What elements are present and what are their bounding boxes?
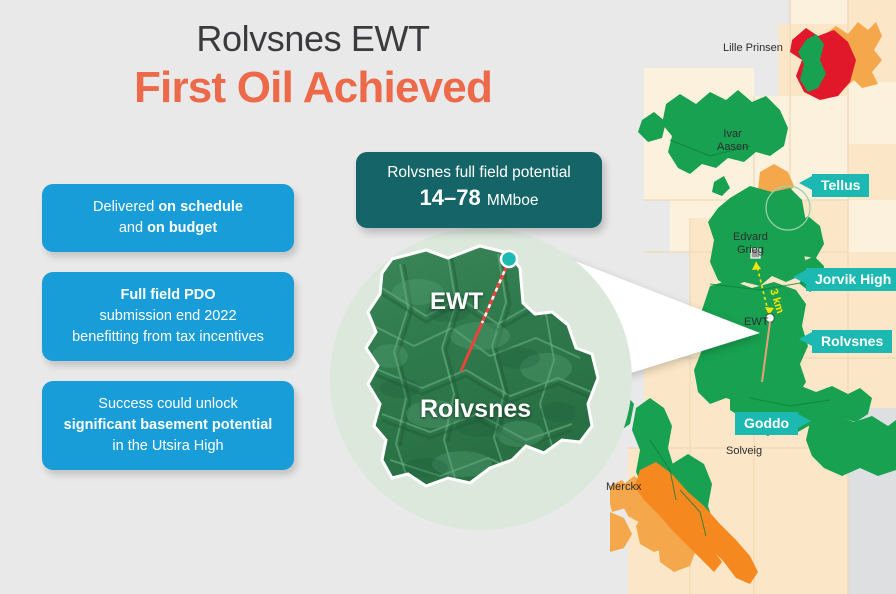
page-title-secondary: First Oil Achieved [133,63,493,112]
tag-arrow-icon [793,270,806,284]
field-lille-prinsen [790,22,882,100]
highlight-line: in the Utsira High [112,438,224,454]
jorvik-outline [765,185,811,231]
terrain-body [366,246,598,486]
map-tag-label: Jorvik High [815,271,892,287]
banner-title: Rolvsnes full field potential [387,164,571,181]
banner-number: 14–78 [419,185,481,210]
page-header: Rolvsnes EWT First Oil Achieved [0,16,620,114]
map-tag-label: Tellus [821,177,861,193]
well-path-dashes [480,262,510,324]
banner-unit: MMboe [486,192,539,209]
highlight-line: and on budget [118,220,218,236]
field-edvard-grieg [694,186,824,404]
inset-terrain [364,244,600,488]
highlight-line: Success could unlock [98,396,238,412]
well-head-marker [499,249,519,269]
ewt-well-map [761,312,776,383]
highlight-line: Delivered on schedule [93,199,243,215]
platform-marker [750,248,761,259]
tag-arrow-icon [798,414,812,428]
rolvsnes-inset-map: EWT Rolvsnes [330,228,632,530]
map-tag-goddo[interactable]: Goddo [735,412,812,435]
terrain-outline [364,244,600,488]
highlight-box-basement: Success could unlock significant basemen… [42,381,294,470]
banner-value: 14–78 MMboe [366,184,592,215]
map-tag-tellus[interactable]: Tellus [799,174,870,197]
distance-measure [750,248,774,316]
highlight-line: Full field PDO [120,287,216,303]
map-tag-label: Rolvsnes [821,333,884,349]
map-tag-label: Goddo [744,415,790,431]
tag-arrow-icon [799,176,812,190]
field-merckx [610,462,758,584]
highlight-box-pdo: Full field PDO submission end 2022 benef… [42,272,294,361]
full-field-potential-banner: Rolvsnes full field potential 14–78 MMbo… [356,152,602,228]
page-title-primary: Rolvsnes EWT [196,18,430,59]
field-ivar-aasen [638,90,788,196]
tag-arrow-icon [799,332,812,346]
map-tag-rolvsnes[interactable]: Rolvsnes [799,330,893,353]
highlight-box-delivered: Delivered on schedule and on budget [42,184,294,252]
highlight-line: benefitting from tax incentives [72,329,264,345]
map-tag-jorvik-high[interactable]: Jorvik High [793,268,896,291]
highlight-box-list: Delivered on schedule and on budget Full… [42,184,294,490]
highlight-line: submission end 2022 [99,308,237,324]
field-faults [649,139,831,537]
highlight-line: significant basement potential [63,417,273,433]
